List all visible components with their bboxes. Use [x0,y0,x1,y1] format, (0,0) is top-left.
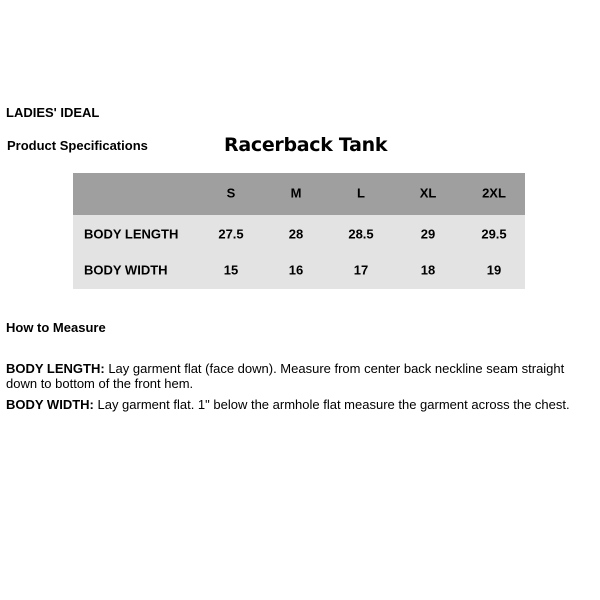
product-title: Racerback Tank [224,134,388,156]
brand-label: LADIES' IDEAL [6,105,100,120]
table-cell: 29 [420,226,436,242]
instruction-term: BODY LENGTH: [6,361,105,376]
how-to-heading: How to Measure [6,320,106,335]
column-header: S [226,185,236,201]
table-cell: 19 [486,262,502,278]
instruction-text: Lay garment flat. 1" below the armhole f… [93,397,570,412]
table-header [73,173,525,215]
table-cell: 17 [353,262,369,278]
instruction-term: BODY WIDTH: [6,397,94,412]
section-label: Product Specifications [7,138,148,153]
row-label: BODY WIDTH [84,262,168,278]
size-chart-table: S M L XL 2XL BODY LENGTH 27.5 28 28.5 29 29.5 BODY … [73,173,525,289]
table-cell: 28.5 [348,226,374,242]
column-header: M [290,185,302,201]
table-cell: 29.5 [481,226,507,242]
column-header: 2XL [482,185,506,201]
column-header: XL [419,185,437,201]
instruction-text: Lay garment flat (face down). Measure fr… [6,361,565,391]
instruction-body-width: BODY WIDTH: Lay garment flat. 1" below t… [6,397,598,412]
table-cell: 18 [420,262,436,278]
row-label: BODY LENGTH [84,226,179,242]
column-header: L [357,185,365,201]
table-cell: 16 [288,262,304,278]
table-cell: 15 [223,262,239,278]
table-cell: 27.5 [218,226,244,242]
instruction-body-length: BODY LENGTH: Lay garment flat (face down… [6,361,598,391]
table-cell: 28 [288,226,304,242]
